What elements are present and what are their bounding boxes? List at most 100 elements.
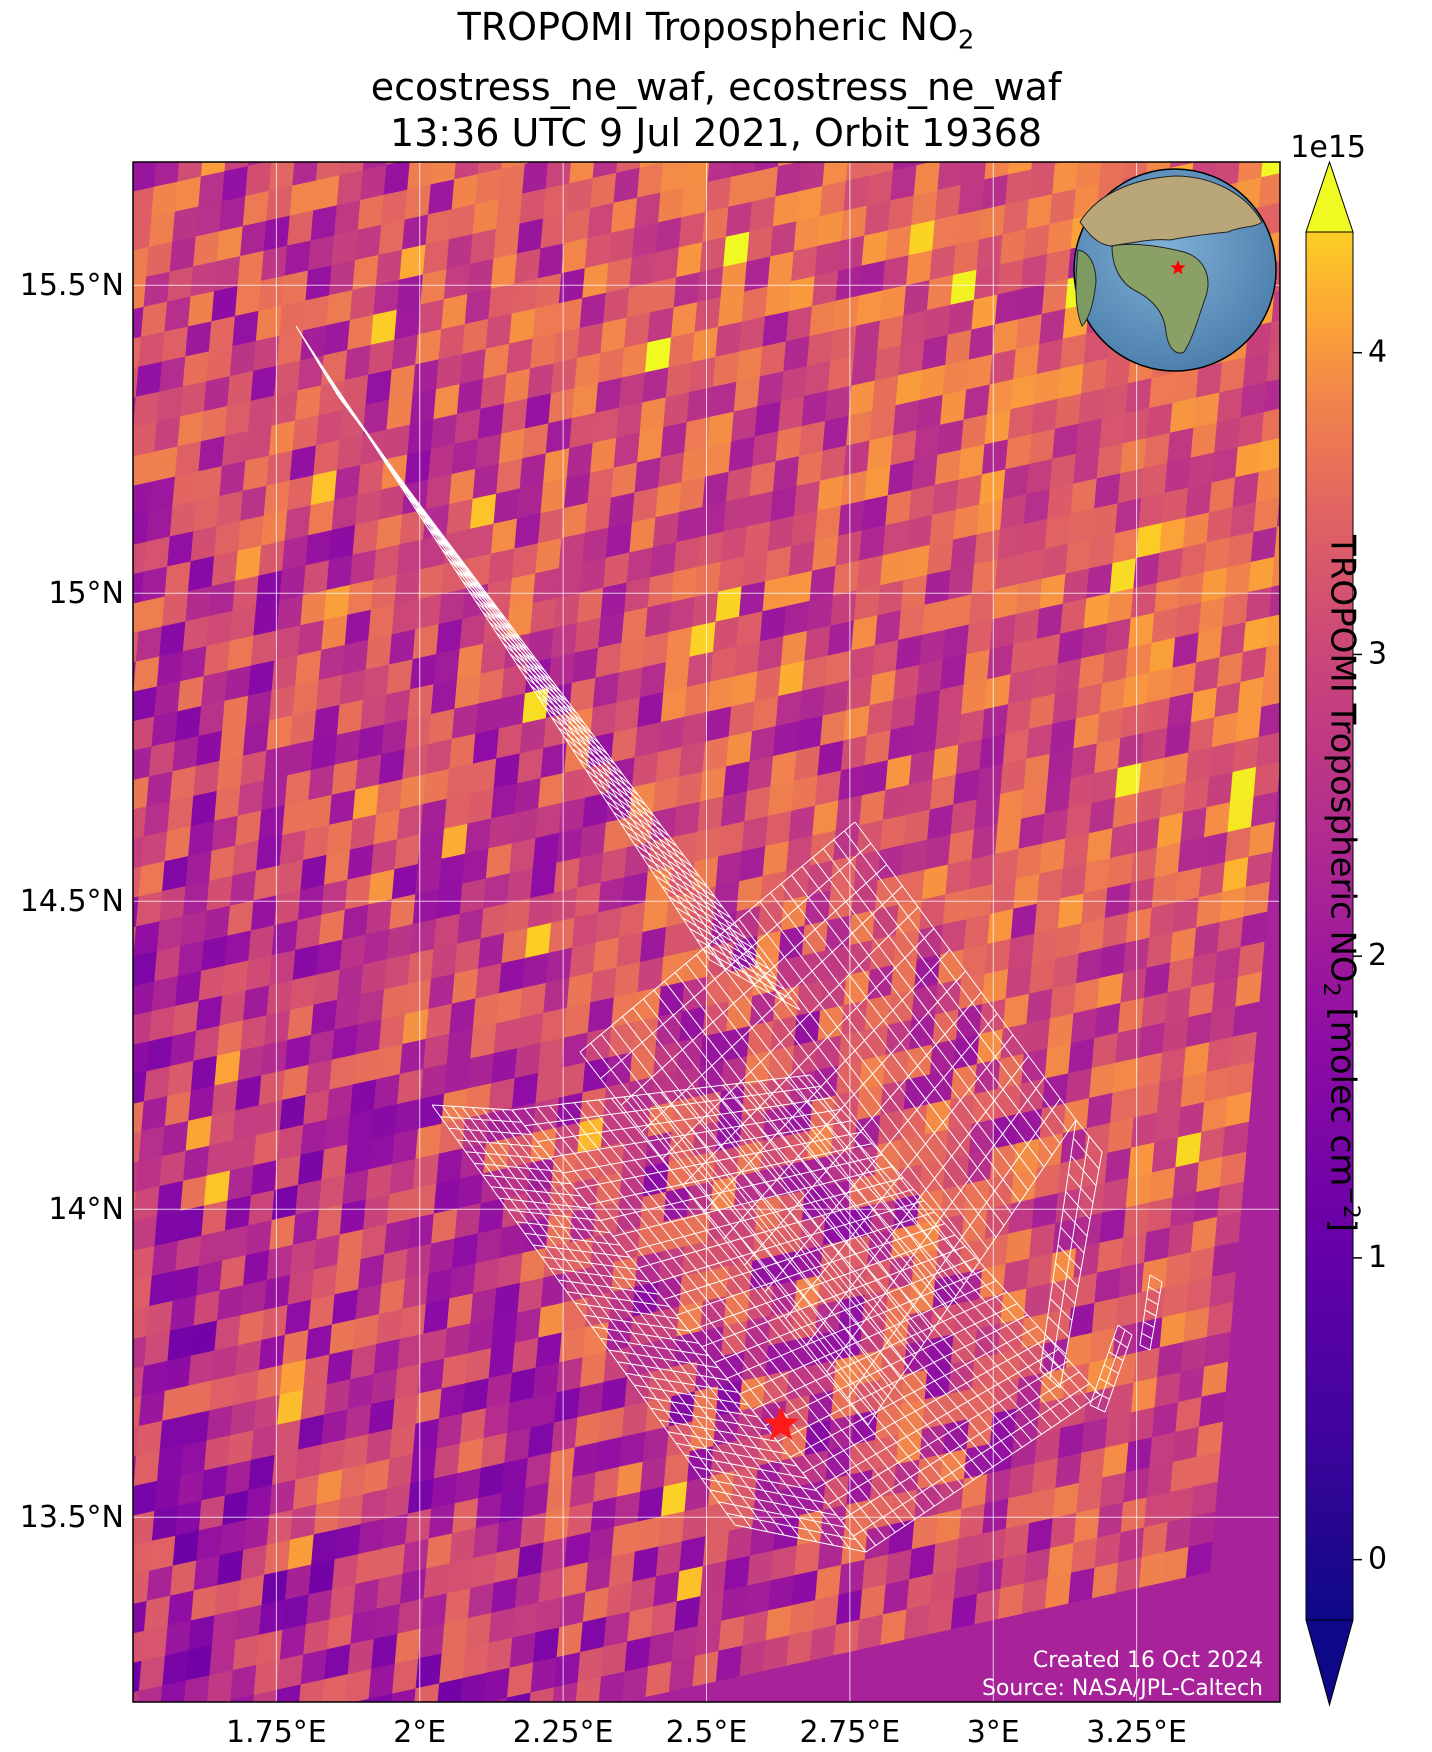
- no2-pixel: [1243, 616, 1270, 653]
- no2-pixel: [133, 656, 160, 693]
- no2-pixel: [402, 1273, 430, 1310]
- no2-pixel: [358, 1518, 385, 1555]
- no2-pixel: [1115, 1557, 1143, 1593]
- no2-pixel: [981, 704, 1009, 740]
- no2-pixel: [809, 1360, 837, 1396]
- no2-pixel: [605, 522, 633, 559]
- no2-pixel: [1196, 1156, 1223, 1193]
- no2-pixel: [942, 889, 970, 925]
- no2-pixel: [535, 1067, 563, 1104]
- no2-pixel: [493, 753, 521, 789]
- no2-pixel: [1159, 1047, 1187, 1083]
- no2-pixel: [261, 775, 288, 811]
- no2-pixel: [553, 857, 581, 894]
- no2-pixel: [1256, 467, 1280, 503]
- no2-pixel: [1224, 562, 1252, 598]
- no2-pixel: [386, 1188, 414, 1225]
- no2-pixel: [1180, 807, 1208, 843]
- no2-pixel: [671, 1361, 699, 1397]
- no2-pixel: [8, 1302, 35, 1338]
- no2-pixel: [50, 822, 77, 858]
- no2-pixel: [84, 697, 111, 733]
- no2-pixel: [243, 1250, 270, 1286]
- no2-pixel: [927, 1598, 955, 1635]
- no2-pixel: [1264, 112, 1291, 148]
- no2-pixel: [74, 1611, 101, 1647]
- no2-pixel: [553, 328, 581, 364]
- no2-pixel: [880, 1609, 908, 1645]
- no2-pixel: [874, 345, 902, 381]
- no2-pixel: [564, 472, 591, 509]
- no2-pixel: [835, 530, 863, 567]
- no2-pixel: [483, 79, 510, 115]
- no2-pixel: [29, 1327, 56, 1363]
- no2-pixel: [133, 1570, 150, 1605]
- no2-pixel: [1120, 967, 1148, 1004]
- no2-pixel: [73, 1082, 100, 1118]
- no2-pixel: [658, 452, 685, 488]
- no2-pixel: [89, 107, 116, 143]
- no2-pixel: [524, 162, 535, 165]
- no2-pixel: [449, 733, 476, 770]
- no2-pixel: [990, 84, 1017, 120]
- no2-pixel: [582, 792, 610, 829]
- no2-pixel: [418, 1358, 445, 1395]
- no2-pixel: [1052, 423, 1079, 460]
- no2-pixel: [579, 1087, 607, 1123]
- no2-pixel: [614, 1491, 641, 1528]
- no2-pixel: [73, 817, 100, 853]
- no2-pixel: [1000, 229, 1027, 265]
- no2-pixel: [532, 568, 560, 604]
- no2-pixel: [1104, 353, 1132, 389]
- no2-pixel: [851, 880, 879, 916]
- no2-pixel: [819, 180, 847, 217]
- no2-pixel: [420, 1593, 448, 1629]
- no2-pixel: [214, 1315, 242, 1351]
- no2-pixel: [66, 1436, 93, 1472]
- longitude-tick-labels: 1.75°E 2°E 2.25°E 2.5°E 2.75°E 3°E 3.25°E: [226, 1715, 1187, 1750]
- no2-pixel: [105, 1251, 132, 1287]
- map-title: TROPOMI Tropospheric NO2 ecostress_ne_wa…: [0, 4, 1432, 156]
- no2-pixel: [331, 1024, 359, 1061]
- no2-pixel: [13, 1242, 40, 1278]
- no2-pixel: [200, 162, 226, 177]
- no2-pixel: [470, 493, 497, 530]
- no2-pixel: [339, 162, 365, 176]
- no2-pixel: [19, 1182, 46, 1218]
- no2-pixel: [519, 718, 547, 754]
- no2-pixel: [1130, 582, 1158, 619]
- no2-pixel: [572, 912, 599, 949]
- no2-pixel: [913, 162, 941, 196]
- no2-pixel: [984, 409, 1012, 445]
- no2-pixel: [503, 368, 531, 405]
- no2-pixel: [728, 701, 756, 737]
- no2-pixel: [629, 1046, 657, 1083]
- no2-pixel: [1028, 164, 1056, 200]
- no2-pixel: [778, 1190, 806, 1227]
- no2-pixel: [1201, 1096, 1229, 1133]
- no2-pixel: [303, 1089, 330, 1126]
- no2-pixel: [1031, 1458, 1059, 1494]
- no2-pixel: [76, 522, 103, 558]
- no2-pixel: [1167, 1222, 1195, 1258]
- no2-pixel: [1151, 78, 1178, 114]
- no2-pixel: [632, 752, 659, 788]
- no2-pixel: [266, 185, 293, 222]
- no2-pixel: [801, 655, 829, 692]
- no2-pixel: [723, 1555, 751, 1592]
- no2-pixel: [1010, 903, 1038, 940]
- no2-pixel: [1214, 1211, 1242, 1248]
- no2-pixel: [726, 731, 753, 767]
- lat-tick-label: 15.5°N: [20, 268, 124, 303]
- no2-pixel: [1138, 1552, 1166, 1588]
- no2-pixel: [1206, 1301, 1234, 1338]
- no2-pixel: [770, 221, 797, 257]
- no2-pixel: [363, 929, 390, 965]
- footprint-mesh: [1089, 1324, 1133, 1413]
- no2-pixel: [230, 1664, 257, 1701]
- no2-pixel: [1172, 897, 1200, 933]
- no2-pixel: [833, 1354, 860, 1391]
- no2-pixel: [217, 1550, 244, 1586]
- no2-pixel: [78, 492, 105, 528]
